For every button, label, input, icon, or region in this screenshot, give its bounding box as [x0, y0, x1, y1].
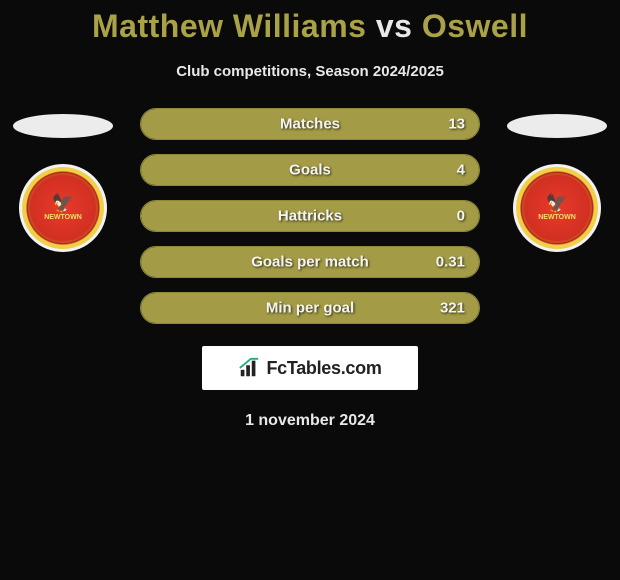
source-name: FcTables.com: [266, 358, 381, 379]
vs-text: vs: [376, 8, 413, 44]
stat-value: 0: [457, 208, 465, 225]
stat-value: 321: [440, 300, 465, 317]
bar-chart-icon: [238, 357, 260, 379]
context-subtitle: Club competitions, Season 2024/2025: [0, 63, 620, 80]
player2-club-badge: 🦅 NEWTOWN: [513, 164, 601, 252]
player1-club-badge: 🦅 NEWTOWN: [19, 164, 107, 252]
club-badge-text: 🦅 NEWTOWN: [44, 194, 82, 221]
club-name: NEWTOWN: [538, 214, 576, 222]
stats-bars: Matches 13 Goals 4 Hattricks 0 Goals per…: [140, 108, 480, 338]
club-name: NEWTOWN: [44, 214, 82, 222]
comparison-title: Matthew Williams vs Oswell: [0, 0, 620, 45]
stat-row-matches: Matches 13: [140, 108, 480, 140]
stat-value: 13: [448, 116, 465, 133]
stat-value: 0.31: [436, 254, 465, 271]
stat-row-min-per-goal: Min per goal 321: [140, 292, 480, 324]
player1-head-icon: [13, 114, 113, 138]
stat-label: Goals per match: [251, 254, 369, 271]
snapshot-date: 1 november 2024: [0, 412, 620, 430]
stat-row-goals: Goals 4: [140, 154, 480, 186]
stat-value: 4: [457, 162, 465, 179]
stat-label: Hattricks: [278, 208, 342, 225]
stat-label: Goals: [289, 162, 331, 179]
club-badge-text: 🦅 NEWTOWN: [538, 194, 576, 221]
player2-column: 🦅 NEWTOWN: [502, 108, 612, 252]
source-logo: FcTables.com: [202, 346, 418, 390]
stat-row-hattricks: Hattricks 0: [140, 200, 480, 232]
player1-column: 🦅 NEWTOWN: [8, 108, 118, 252]
player1-name: Matthew Williams: [92, 8, 366, 44]
stat-label: Min per goal: [266, 300, 354, 317]
stat-label: Matches: [280, 116, 340, 133]
player2-head-icon: [507, 114, 607, 138]
stat-row-goals-per-match: Goals per match 0.31: [140, 246, 480, 278]
main-panel: 🦅 NEWTOWN 🦅 NEWTOWN Matches 13 Goals 4 H…: [0, 108, 620, 338]
player2-name: Oswell: [422, 8, 528, 44]
